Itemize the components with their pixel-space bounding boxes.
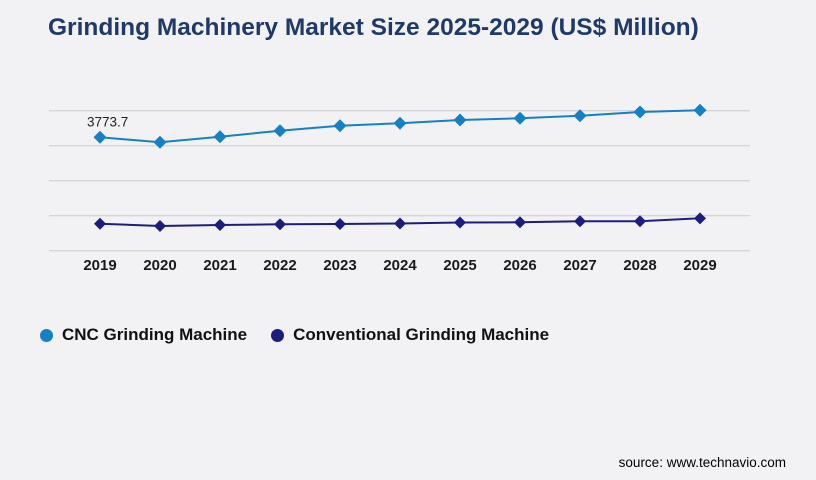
data-point-conventional-grinding-machine[interactable] bbox=[454, 216, 466, 229]
x-axis-label: 2022 bbox=[263, 257, 296, 274]
legend-marker-cnc-icon bbox=[40, 328, 53, 342]
x-axis-label: 2023 bbox=[323, 257, 356, 274]
legend-label-conventional: Conventional Grinding Machine bbox=[293, 325, 550, 344]
data-point-cnc-grinding-machine[interactable] bbox=[573, 109, 587, 123]
legend-label-cnc: CNC Grinding Machine bbox=[62, 325, 248, 344]
x-axis-label: 2021 bbox=[203, 257, 236, 274]
data-point-cnc-grinding-machine[interactable] bbox=[333, 119, 347, 133]
data-point-cnc-grinding-machine[interactable] bbox=[273, 124, 287, 138]
data-point-conventional-grinding-machine[interactable] bbox=[334, 217, 346, 230]
x-axis-label: 2026 bbox=[503, 257, 536, 274]
legend-marker-conventional-icon bbox=[271, 328, 285, 342]
data-point-cnc-grinding-machine[interactable] bbox=[393, 116, 407, 130]
x-axis-label: 2027 bbox=[563, 257, 596, 274]
data-point-cnc-grinding-machine[interactable] bbox=[453, 113, 467, 127]
x-axis-label: 2029 bbox=[683, 257, 716, 274]
data-point-cnc-grinding-machine[interactable] bbox=[693, 103, 707, 117]
page-title: Grinding Machinery Market Size 2025-2029… bbox=[48, 14, 699, 41]
data-point-conventional-grinding-machine[interactable] bbox=[214, 218, 226, 231]
data-point-cnc-grinding-machine[interactable] bbox=[93, 130, 107, 144]
data-point-cnc-grinding-machine[interactable] bbox=[153, 135, 167, 149]
data-point-conventional-grinding-machine[interactable] bbox=[694, 212, 706, 225]
data-point-conventional-grinding-machine[interactable] bbox=[394, 217, 406, 230]
chart-legend: CNC Grinding Machine Conventional Grindi… bbox=[40, 325, 549, 345]
data-point-conventional-grinding-machine[interactable] bbox=[574, 215, 586, 228]
x-axis-label: 2019 bbox=[83, 257, 116, 274]
legend-item-cnc-grinding-machine[interactable]: CNC Grinding Machine bbox=[40, 325, 247, 345]
data-point-cnc-grinding-machine[interactable] bbox=[513, 111, 527, 125]
data-label: 3773.7 bbox=[87, 114, 128, 129]
x-axis-label: 2024 bbox=[383, 257, 417, 274]
data-point-cnc-grinding-machine[interactable] bbox=[213, 130, 227, 144]
x-axis-label: 2020 bbox=[143, 257, 176, 274]
x-axis-label: 2025 bbox=[443, 257, 476, 274]
data-point-conventional-grinding-machine[interactable] bbox=[274, 218, 286, 231]
data-point-conventional-grinding-machine[interactable] bbox=[94, 217, 106, 230]
data-point-conventional-grinding-machine[interactable] bbox=[634, 215, 646, 228]
x-axis-label: 2028 bbox=[623, 257, 656, 274]
data-point-conventional-grinding-machine[interactable] bbox=[154, 219, 166, 232]
data-point-cnc-grinding-machine[interactable] bbox=[633, 105, 647, 119]
source-attribution: source: www.technavio.com bbox=[618, 455, 786, 470]
data-point-conventional-grinding-machine[interactable] bbox=[514, 216, 526, 229]
legend-item-conventional-grinding-machine[interactable]: Conventional Grinding Machine bbox=[271, 325, 549, 345]
